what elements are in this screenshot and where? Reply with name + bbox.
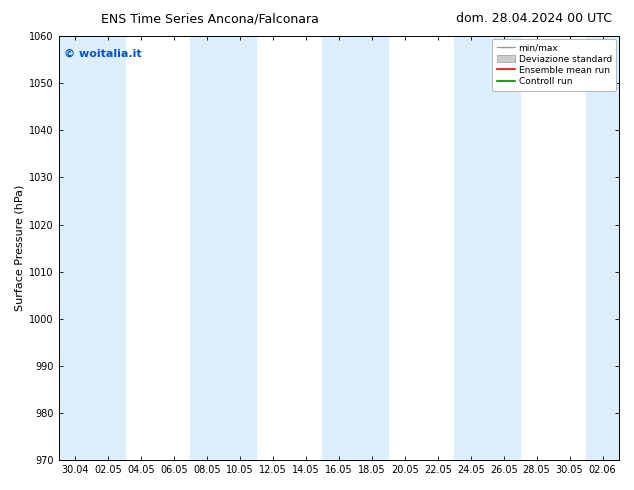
Text: dom. 28.04.2024 00 UTC: dom. 28.04.2024 00 UTC <box>456 12 612 25</box>
Bar <box>586 36 619 460</box>
Bar <box>322 36 388 460</box>
Y-axis label: Surface Pressure (hPa): Surface Pressure (hPa) <box>15 185 25 311</box>
Legend: min/max, Deviazione standard, Ensemble mean run, Controll run: min/max, Deviazione standard, Ensemble m… <box>493 39 616 91</box>
Bar <box>190 36 256 460</box>
Text: © woitalia.it: © woitalia.it <box>64 49 142 59</box>
Bar <box>59 36 124 460</box>
Bar <box>454 36 520 460</box>
Text: ENS Time Series Ancona/Falconara: ENS Time Series Ancona/Falconara <box>101 12 320 25</box>
